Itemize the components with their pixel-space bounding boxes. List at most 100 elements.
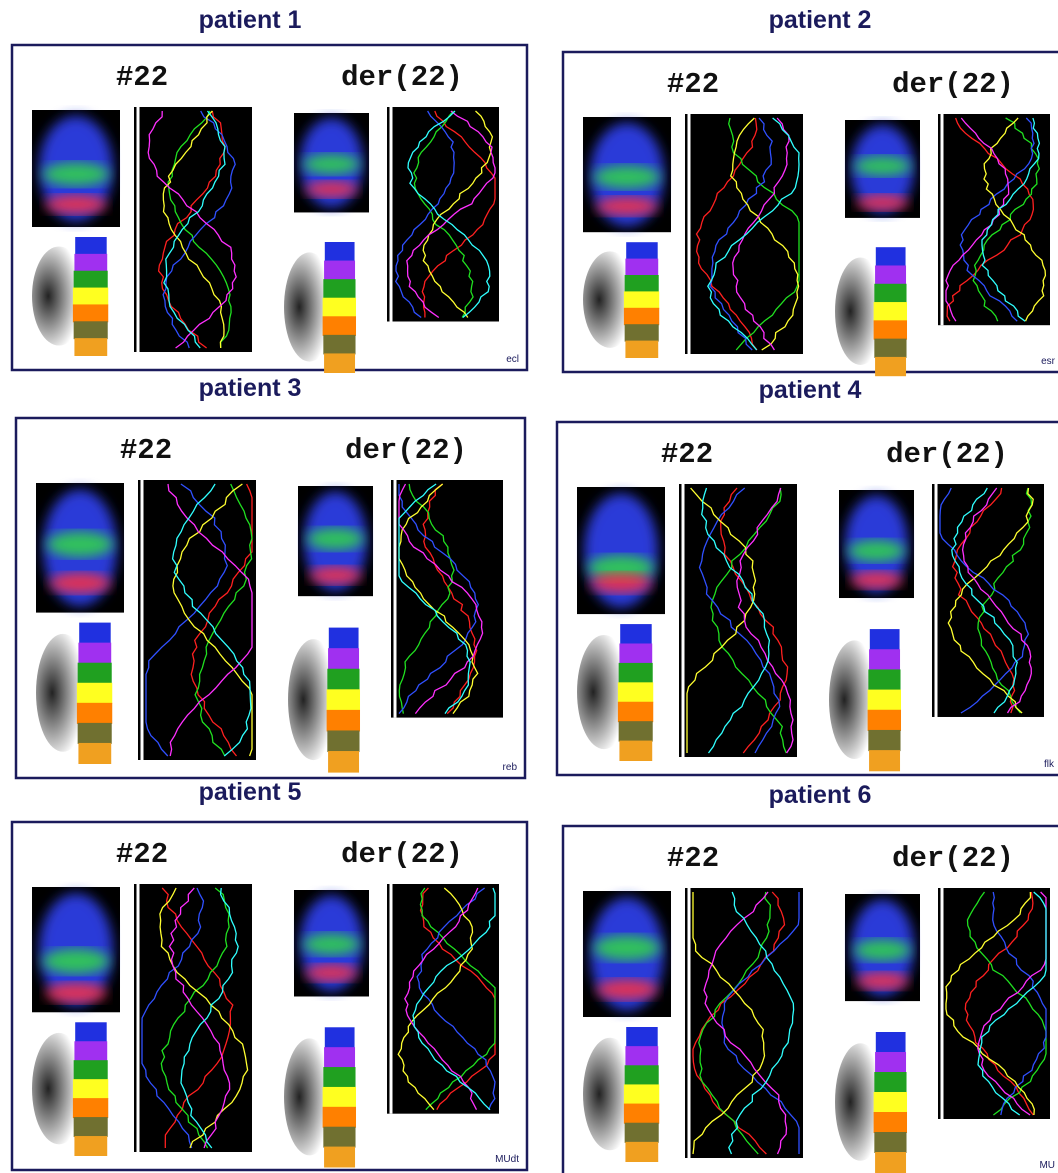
band-green: [43, 162, 110, 185]
segment: [75, 237, 107, 255]
segment: [869, 750, 900, 771]
segment: [323, 279, 355, 299]
segment: [77, 703, 112, 724]
band-green: [848, 540, 905, 562]
segment: [328, 648, 359, 670]
panel-tag: esr: [1041, 356, 1056, 367]
right-label: der(22): [341, 838, 463, 871]
plot-background: [679, 484, 797, 757]
band-red: [850, 571, 903, 588]
segment: [77, 683, 112, 704]
segment: [328, 751, 359, 773]
segment: [625, 259, 658, 276]
right-label: der(22): [886, 438, 1008, 471]
plot-background: [134, 107, 252, 352]
panel-title: patient 4: [759, 376, 862, 404]
right-label: der(22): [892, 842, 1014, 875]
panel-tag: MU: [1039, 1160, 1055, 1171]
segment: [327, 669, 359, 691]
segment: [626, 1027, 658, 1047]
segment: [624, 1104, 659, 1124]
segment: [75, 1022, 107, 1042]
segment: [874, 1072, 906, 1093]
segment: [874, 284, 906, 303]
segment: [74, 1060, 108, 1080]
segment: [324, 353, 355, 373]
band-red: [309, 566, 362, 584]
segment: [327, 730, 359, 752]
segment: [327, 689, 360, 711]
segment: [874, 1132, 906, 1153]
left-label: #22: [667, 842, 719, 875]
segment: [324, 261, 355, 281]
patient-panel: patient 1#22der(22)ecl: [12, 6, 527, 373]
left-label: #22: [116, 838, 168, 871]
left-label: #22: [661, 438, 713, 471]
segment: [875, 265, 906, 284]
segment: [868, 669, 900, 690]
patient-panel: patient 5 #22 der(22) MUdt: [12, 778, 527, 1170]
segment: [78, 723, 112, 744]
segment: [870, 629, 900, 650]
band-red: [45, 195, 107, 214]
band-red: [49, 573, 111, 594]
band-red: [856, 195, 909, 211]
segment: [874, 1092, 907, 1113]
panel-title: patient 5: [199, 778, 302, 806]
band-green: [854, 939, 911, 960]
segment: [868, 730, 900, 751]
segment: [74, 271, 108, 289]
panel-tag: reb: [503, 762, 518, 773]
segment: [73, 304, 108, 322]
left-label: #22: [120, 434, 172, 467]
segment: [876, 1032, 906, 1053]
segment: [323, 1087, 356, 1108]
band-green: [854, 156, 911, 176]
segment: [323, 1107, 356, 1128]
segment: [868, 710, 901, 731]
band-red: [305, 964, 358, 981]
segment: [619, 643, 652, 663]
panel-tag: ecl: [506, 354, 519, 365]
patient-panel: patient 3 #22 der(22) reb: [16, 374, 525, 778]
segment: [874, 302, 907, 321]
segment: [874, 320, 907, 339]
segment: [74, 1136, 107, 1156]
left-label: #22: [116, 61, 168, 94]
segment: [619, 663, 653, 683]
segment: [74, 1117, 108, 1137]
left-label: #22: [667, 68, 719, 101]
segment: [625, 1065, 659, 1085]
segment: [625, 275, 659, 292]
segment: [875, 1152, 906, 1173]
right-label: der(22): [345, 434, 467, 467]
segment: [78, 663, 112, 684]
segment: [323, 316, 356, 336]
band-green: [594, 935, 661, 960]
segment: [869, 649, 900, 670]
segment: [74, 1041, 107, 1061]
segment: [626, 242, 658, 259]
segment: [73, 1098, 108, 1118]
segment: [874, 339, 906, 358]
band-green: [303, 154, 360, 174]
band-green: [307, 528, 364, 550]
panel-title: patient 3: [199, 374, 302, 402]
segment: [323, 1127, 355, 1148]
segment: [625, 341, 658, 358]
band-red: [590, 573, 652, 593]
segment: [625, 1046, 658, 1066]
plot-background: [685, 114, 803, 354]
segment: [619, 741, 652, 761]
band-green: [43, 949, 110, 974]
figure: patient 1#22der(22)eclpatient 2#22der(22…: [0, 0, 1058, 1173]
segment: [74, 321, 108, 339]
plot-background: [134, 884, 252, 1152]
plot-background: [387, 884, 499, 1114]
panel-tag: MUdt: [495, 1154, 519, 1165]
segment: [868, 690, 901, 711]
segment: [73, 1079, 108, 1099]
segment: [624, 291, 659, 308]
right-label: der(22): [341, 61, 463, 94]
